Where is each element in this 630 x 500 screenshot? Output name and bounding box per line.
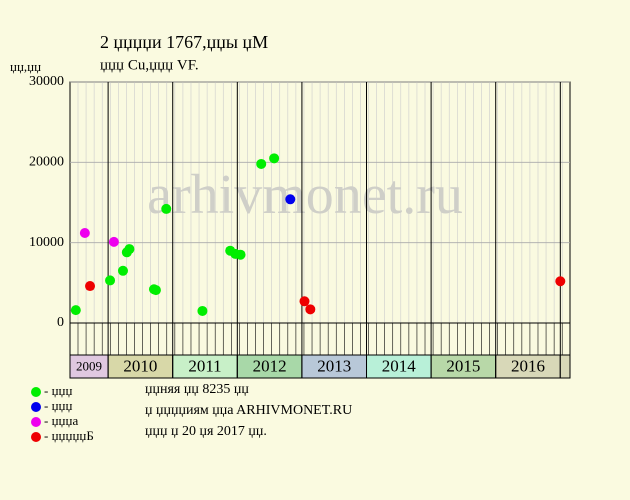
chart-title: 2 џџџџи 1767,џџы џM [100,32,268,52]
year-label: 2010 [123,356,157,375]
point [79,228,90,239]
point [117,265,128,276]
year-label: 2014 [382,356,417,375]
y-tick-label: 10000 [29,235,64,250]
legend-marker [31,417,41,427]
point [285,194,296,205]
point [124,244,135,255]
point [161,203,172,214]
chart-subtitle: џџџ Cu,џџџ VF. [100,57,199,73]
legend-label: - џџџ [44,398,72,413]
point [150,285,161,296]
legend-label: - џџџ [44,383,72,398]
watermark: arhivmonet.ru [147,164,463,226]
year-label: 2011 [188,356,221,375]
point [256,158,267,169]
y-tick-label: 0 [57,315,64,330]
point [70,305,81,316]
point [105,275,116,286]
y-tick-label: 20000 [29,155,64,170]
year-label: 2009 [76,358,102,373]
year-label: 2012 [253,356,287,375]
year-row-tail [559,354,571,379]
point [197,305,208,316]
point [85,281,96,292]
point [299,296,310,307]
legend-label: - џџџџџБ [44,428,94,443]
point [305,304,316,315]
point [269,153,280,164]
legend-marker [31,402,41,412]
year-label: 2016 [511,356,545,375]
point [555,276,566,287]
point [235,249,246,260]
note: џџџ џ 20 џя 2017 џџ. [145,424,267,439]
y-tick-label: 30000 [29,74,64,89]
year-label: 2015 [446,356,480,375]
legend-marker [31,432,41,442]
point [108,236,119,247]
y-axis-label: џџ,џџ [10,59,41,74]
year-label: 2013 [317,356,351,375]
note: џџняя џџ 8235 џџ [145,382,249,397]
legend-marker [31,387,41,397]
legend-label: - џџџa [44,413,78,428]
note: џ џџџџиям џџa ARHIVMONET.RU [145,403,352,418]
